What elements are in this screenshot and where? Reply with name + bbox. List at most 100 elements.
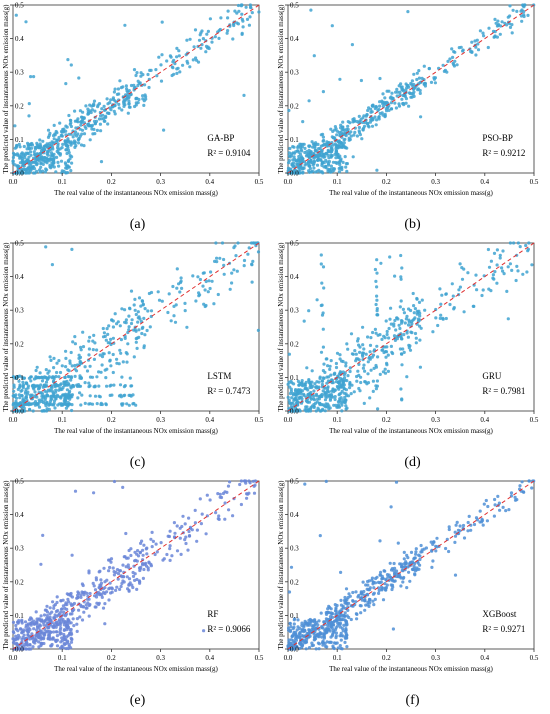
data-point: [79, 593, 83, 597]
data-point: [35, 162, 39, 166]
data-point: [354, 359, 358, 363]
data-point: [98, 122, 102, 126]
data-point: [21, 171, 25, 175]
data-point: [120, 108, 124, 112]
data-point: [238, 482, 242, 487]
x-tick-label: 0.3: [431, 178, 440, 186]
data-point: [504, 509, 508, 513]
data-point: [34, 368, 38, 373]
data-point: [417, 300, 422, 304]
data-point: [436, 323, 440, 328]
data-point: [147, 291, 151, 296]
data-point: [210, 40, 214, 44]
data-point: [297, 646, 302, 651]
data-point: [427, 66, 431, 71]
data-point: [501, 505, 505, 509]
data-point: [178, 290, 182, 294]
data-point: [359, 117, 363, 121]
data-point: [308, 380, 312, 384]
data-point: [453, 540, 457, 544]
data-point: [107, 324, 111, 328]
data-point: [29, 375, 33, 379]
data-point: [371, 389, 375, 393]
data-point: [311, 163, 315, 167]
data-point: [462, 267, 466, 271]
data-point: [77, 141, 81, 145]
data-point: [402, 333, 406, 337]
data-point: [314, 409, 318, 413]
data-point: [70, 403, 74, 407]
data-point: [346, 608, 350, 612]
data-point: [150, 530, 154, 534]
data-point: [297, 397, 301, 401]
data-point: [42, 384, 46, 388]
data-point: [135, 71, 139, 75]
x-axis-label: The real value of the instantaneous NOx …: [54, 665, 218, 673]
data-point: [25, 381, 29, 385]
data-point: [385, 332, 389, 337]
data-point: [45, 614, 49, 618]
r2-annotation: R² = 0.9271: [482, 624, 525, 634]
x-tick-label: 0.5: [530, 416, 539, 424]
data-point: [129, 92, 133, 96]
data-point: [381, 104, 385, 109]
data-point: [394, 569, 399, 573]
data-point: [405, 83, 409, 88]
data-point: [486, 504, 490, 509]
data-point: [419, 543, 423, 548]
data-point: [156, 290, 160, 294]
data-point: [123, 23, 127, 27]
data-point: [127, 99, 131, 103]
data-point: [86, 112, 90, 116]
data-point: [487, 26, 491, 30]
data-point: [290, 634, 295, 638]
data-point: [94, 119, 99, 123]
data-point: [218, 256, 222, 260]
data-point: [408, 579, 412, 583]
data-point: [66, 597, 70, 601]
data-point: [378, 372, 382, 376]
panel-label-text: (b): [404, 217, 421, 232]
data-point: [139, 541, 143, 545]
data-point: [294, 394, 298, 398]
data-point: [358, 133, 362, 137]
data-point: [445, 70, 449, 74]
data-point: [309, 383, 313, 387]
data-point: [58, 383, 62, 387]
x-tick-label: 0.1: [58, 654, 67, 662]
data-point: [442, 69, 446, 73]
data-point: [376, 355, 380, 359]
data-point: [393, 274, 397, 278]
data-point: [222, 257, 226, 262]
data-point: [296, 403, 300, 407]
data-points: [286, 3, 536, 175]
data-point: [122, 575, 126, 579]
data-point: [399, 277, 403, 281]
data-point: [160, 299, 164, 303]
data-point: [326, 402, 330, 406]
data-point: [108, 384, 112, 388]
data-point: [78, 615, 82, 619]
data-point: [144, 97, 148, 101]
x-tick-label: 0.0: [284, 654, 293, 662]
data-point: [198, 33, 202, 37]
data-point: [86, 107, 90, 111]
data-point: [95, 402, 99, 406]
data-point: [44, 608, 48, 612]
data-point: [188, 525, 193, 529]
data-point: [44, 245, 48, 249]
data-point: [80, 132, 84, 136]
data-point: [208, 17, 212, 21]
data-point: [124, 97, 128, 101]
data-point: [475, 518, 479, 522]
data-point: [297, 408, 301, 412]
data-point: [49, 397, 54, 401]
data-point: [328, 364, 332, 368]
data-point: [323, 398, 328, 402]
data-point: [399, 352, 404, 356]
data-point: [293, 389, 298, 393]
data-point: [329, 164, 333, 168]
data-point: [371, 330, 375, 335]
x-tick-label: 0.2: [382, 416, 391, 424]
data-point: [29, 647, 33, 651]
